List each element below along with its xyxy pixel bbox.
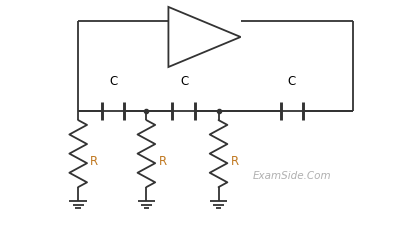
- Text: R: R: [231, 155, 239, 168]
- Text: ExamSide.Com: ExamSide.Com: [253, 170, 331, 181]
- Text: C: C: [180, 75, 188, 88]
- Text: R: R: [158, 155, 166, 168]
- Text: R: R: [90, 155, 98, 168]
- Text: C: C: [109, 75, 117, 88]
- Text: C: C: [288, 75, 296, 88]
